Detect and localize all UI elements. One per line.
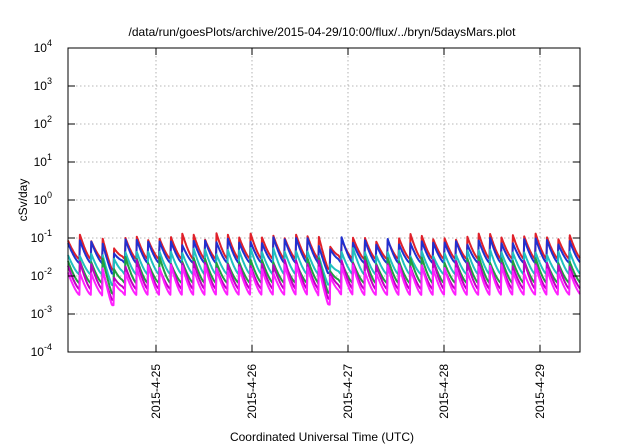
x-axis-label: Coordinated Universal Time (UTC) <box>230 430 414 444</box>
series-group <box>67 232 581 307</box>
y-tick-label: 10-4 <box>31 342 52 359</box>
series-line <box>67 232 581 271</box>
x-axis: 2015-4-25 2015-4-26 2015-4-27 2015-4-28 2015… <box>149 48 547 419</box>
y-tick-label: 104 <box>34 38 52 55</box>
y-tick-label: 103 <box>34 76 52 93</box>
y-tick-label: 100 <box>34 190 52 207</box>
y-axis-label: cSv/day <box>16 179 30 222</box>
y-tick-label: 10-1 <box>31 228 52 245</box>
series-line <box>67 236 581 275</box>
series-line <box>67 263 581 307</box>
y-tick-label: 10-3 <box>31 304 52 321</box>
y-axis: 10-4 10-3 10-2 10-1 100 101 102 103 104 <box>31 38 580 359</box>
grid <box>68 48 580 352</box>
chart-title: /data/run/goesPlots/archive/2015-04-29/1… <box>129 25 517 39</box>
y-tick-label: 10-2 <box>31 266 52 283</box>
x-tick-label: 2015-4-26 <box>245 364 259 419</box>
y-tick-label: 102 <box>34 114 52 131</box>
x-tick-label: 2015-4-28 <box>437 364 451 419</box>
series-line <box>67 255 581 295</box>
x-tick-label: 2015-4-25 <box>149 364 163 419</box>
x-tick-label: 2015-4-27 <box>341 364 355 419</box>
series-line <box>67 247 581 287</box>
x-tick-label: 2015-4-29 <box>533 364 547 419</box>
y-tick-label: 101 <box>34 152 52 169</box>
